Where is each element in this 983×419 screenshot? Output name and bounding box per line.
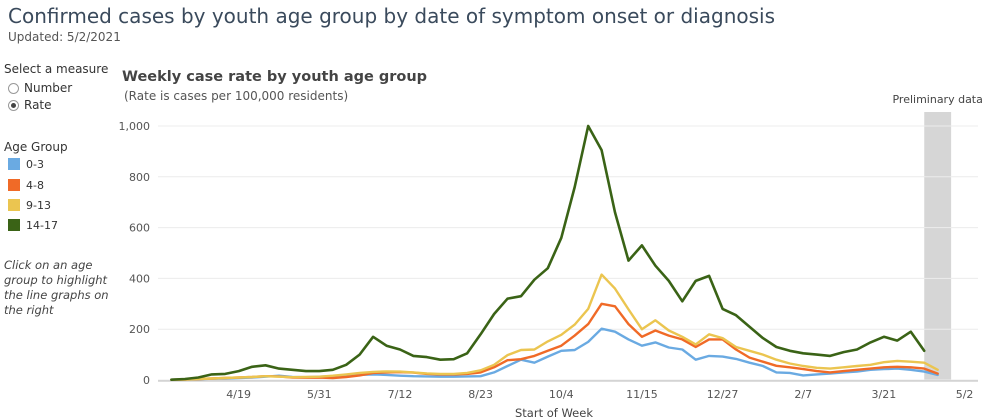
- legend-item-0-3[interactable]: 0-3: [8, 156, 44, 172]
- radio-number[interactable]: [8, 82, 19, 94]
- legend-item-9-13[interactable]: 9-13: [8, 197, 51, 213]
- measure-option-label: Rate: [24, 98, 52, 112]
- legend-label: 9-13: [26, 198, 51, 212]
- x-tick-label: 3/21: [872, 388, 897, 401]
- x-tick-label: 2/7: [794, 388, 812, 401]
- chart-subtitle: (Rate is cases per 100,000 residents): [124, 89, 349, 103]
- measure-option-label: Number: [24, 81, 73, 95]
- legend-item-14-17[interactable]: 14-17: [8, 217, 58, 233]
- legend-item-4-8[interactable]: 4-8: [8, 177, 44, 193]
- updated-date: Updated: 5/2/2021: [8, 30, 121, 44]
- y-tick-label: 600: [129, 222, 150, 235]
- measure-option-number[interactable]: Number: [8, 80, 72, 96]
- x-tick-label: 4/19: [226, 388, 251, 401]
- legend-swatch: [8, 179, 20, 191]
- preliminary-data-label: Preliminary data: [892, 93, 982, 106]
- x-axis-label: Start of Week: [515, 406, 593, 419]
- measure-selector-title: Select a measure: [4, 62, 109, 76]
- x-tick-label: 5/2: [956, 388, 974, 401]
- page-title: Confirmed cases by youth age group by da…: [8, 4, 776, 28]
- age-group-legend-title: Age Group: [4, 140, 68, 154]
- legend-swatch: [8, 219, 20, 231]
- legend-label: 4-8: [26, 178, 44, 192]
- x-tick-label: 7/12: [388, 388, 413, 401]
- legend-swatch: [8, 158, 20, 170]
- x-tick-label: 5/31: [307, 388, 332, 401]
- y-tick-label: 0: [143, 374, 150, 387]
- y-tick-label: 400: [129, 272, 150, 285]
- x-tick-label: 12/27: [707, 388, 739, 401]
- measure-option-rate[interactable]: Rate: [8, 97, 52, 113]
- radio-rate[interactable]: [8, 99, 19, 111]
- legend-label: 0-3: [26, 157, 44, 171]
- series-line-9-13: [170, 273, 939, 381]
- legend-hint: Click on an age group to highlight the l…: [4, 258, 109, 317]
- y-tick-label: 200: [129, 323, 150, 336]
- series-line-14-17: [170, 124, 926, 382]
- chart-title: Weekly case rate by youth age group: [122, 69, 428, 85]
- legend-swatch: [8, 199, 20, 211]
- preliminary-data-band: [924, 112, 952, 380]
- x-tick-label: 10/4: [549, 388, 574, 401]
- legend-label: 14-17: [26, 218, 58, 232]
- y-tick-label: 800: [129, 171, 150, 184]
- y-tick-label: 1,000: [119, 120, 151, 133]
- x-tick-label: 8/23: [468, 388, 493, 401]
- x-tick-label: 11/15: [626, 388, 658, 401]
